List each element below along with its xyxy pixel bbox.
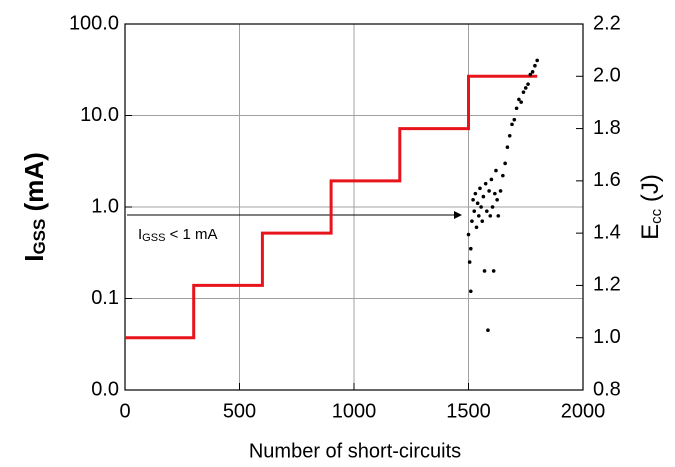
data-point: [489, 177, 494, 182]
data-point: [478, 186, 482, 191]
data-point: [486, 328, 490, 333]
data-point: [533, 63, 537, 68]
data-point: [490, 205, 495, 209]
data-point: [496, 214, 501, 218]
data-point: [474, 225, 479, 230]
x-axis-title: Number of short-circuits: [249, 440, 461, 462]
data-point: [517, 97, 521, 102]
data-point: [514, 106, 519, 111]
data-point: [477, 214, 481, 218]
data-point: [523, 86, 528, 90]
data-line: [125, 74, 538, 340]
y2-tick-label: 1.6: [593, 169, 621, 191]
y2-tick-label: 0.8: [593, 378, 621, 400]
data-point: [526, 82, 530, 86]
x-tick-label: 500: [223, 400, 256, 422]
data-point: [471, 197, 475, 202]
y2-tick-label: 2.0: [593, 65, 621, 87]
y-axis-title: IGSS (mA): [19, 152, 50, 262]
data-point: [491, 269, 496, 273]
x-tick-label: 1000: [332, 400, 377, 422]
data-point: [521, 90, 526, 94]
data-point: [472, 209, 477, 213]
y2-axis-title: Ecc (J): [637, 174, 665, 240]
data-point: [530, 70, 535, 74]
data-point: [493, 191, 497, 196]
data-point: [488, 214, 493, 218]
data-point: [483, 181, 488, 186]
data-point: [519, 100, 523, 104]
y-tick-label: 1.0: [91, 195, 119, 217]
y-title-main: I: [19, 255, 49, 262]
data-point: [505, 145, 510, 150]
y-tick-label: 0.1: [91, 287, 119, 309]
x-tick-label: 1500: [446, 400, 491, 422]
data-point: [466, 232, 471, 237]
data-point: [475, 201, 480, 206]
data-point: [468, 246, 473, 251]
data-point: [494, 168, 498, 173]
y2-tick-label: 2.2: [593, 12, 621, 34]
y2-title-main: E: [637, 224, 664, 240]
y-title-unit: (mA): [19, 152, 49, 218]
y-tick-label: 0.0: [91, 378, 119, 400]
data-point: [503, 161, 507, 166]
annotation-main: I: [138, 226, 142, 243]
y2-tick-label: 1.4: [593, 221, 621, 243]
y2-tick-label: 1.0: [593, 326, 621, 348]
data-point: [498, 189, 503, 193]
data-point: [479, 205, 483, 209]
y-tick-label: 10.0: [80, 104, 119, 126]
data-point: [470, 219, 474, 223]
data-point: [501, 173, 505, 178]
x-tick-label: 0: [119, 400, 130, 422]
y2-title-unit: (J): [637, 174, 664, 209]
y-title-sub: GSS: [30, 219, 49, 255]
data-point: [507, 133, 512, 138]
data-point: [468, 289, 473, 294]
data-point: [495, 197, 499, 202]
annotation-sub: GSS: [142, 232, 165, 244]
data-point: [535, 58, 539, 63]
data-point: [482, 269, 487, 273]
y-tick-label: 100.0: [69, 12, 119, 34]
y2-tick-label: 1.2: [593, 274, 621, 296]
data-point: [512, 117, 517, 122]
x-tick-label: 2000: [561, 400, 606, 422]
data-point: [473, 191, 478, 196]
data-point: [480, 219, 485, 223]
y2-tick-label: 1.8: [593, 117, 621, 139]
data-point: [510, 122, 514, 127]
y2-title-sub: cc: [648, 208, 665, 224]
data-point: [528, 72, 533, 77]
data-point: [485, 209, 489, 213]
annotation-rest: < 1 mA: [165, 226, 217, 243]
annotation: IGSS < 1 mA: [138, 226, 218, 244]
data-point: [481, 194, 486, 199]
data-point: [467, 260, 472, 264]
data-point: [487, 189, 491, 193]
